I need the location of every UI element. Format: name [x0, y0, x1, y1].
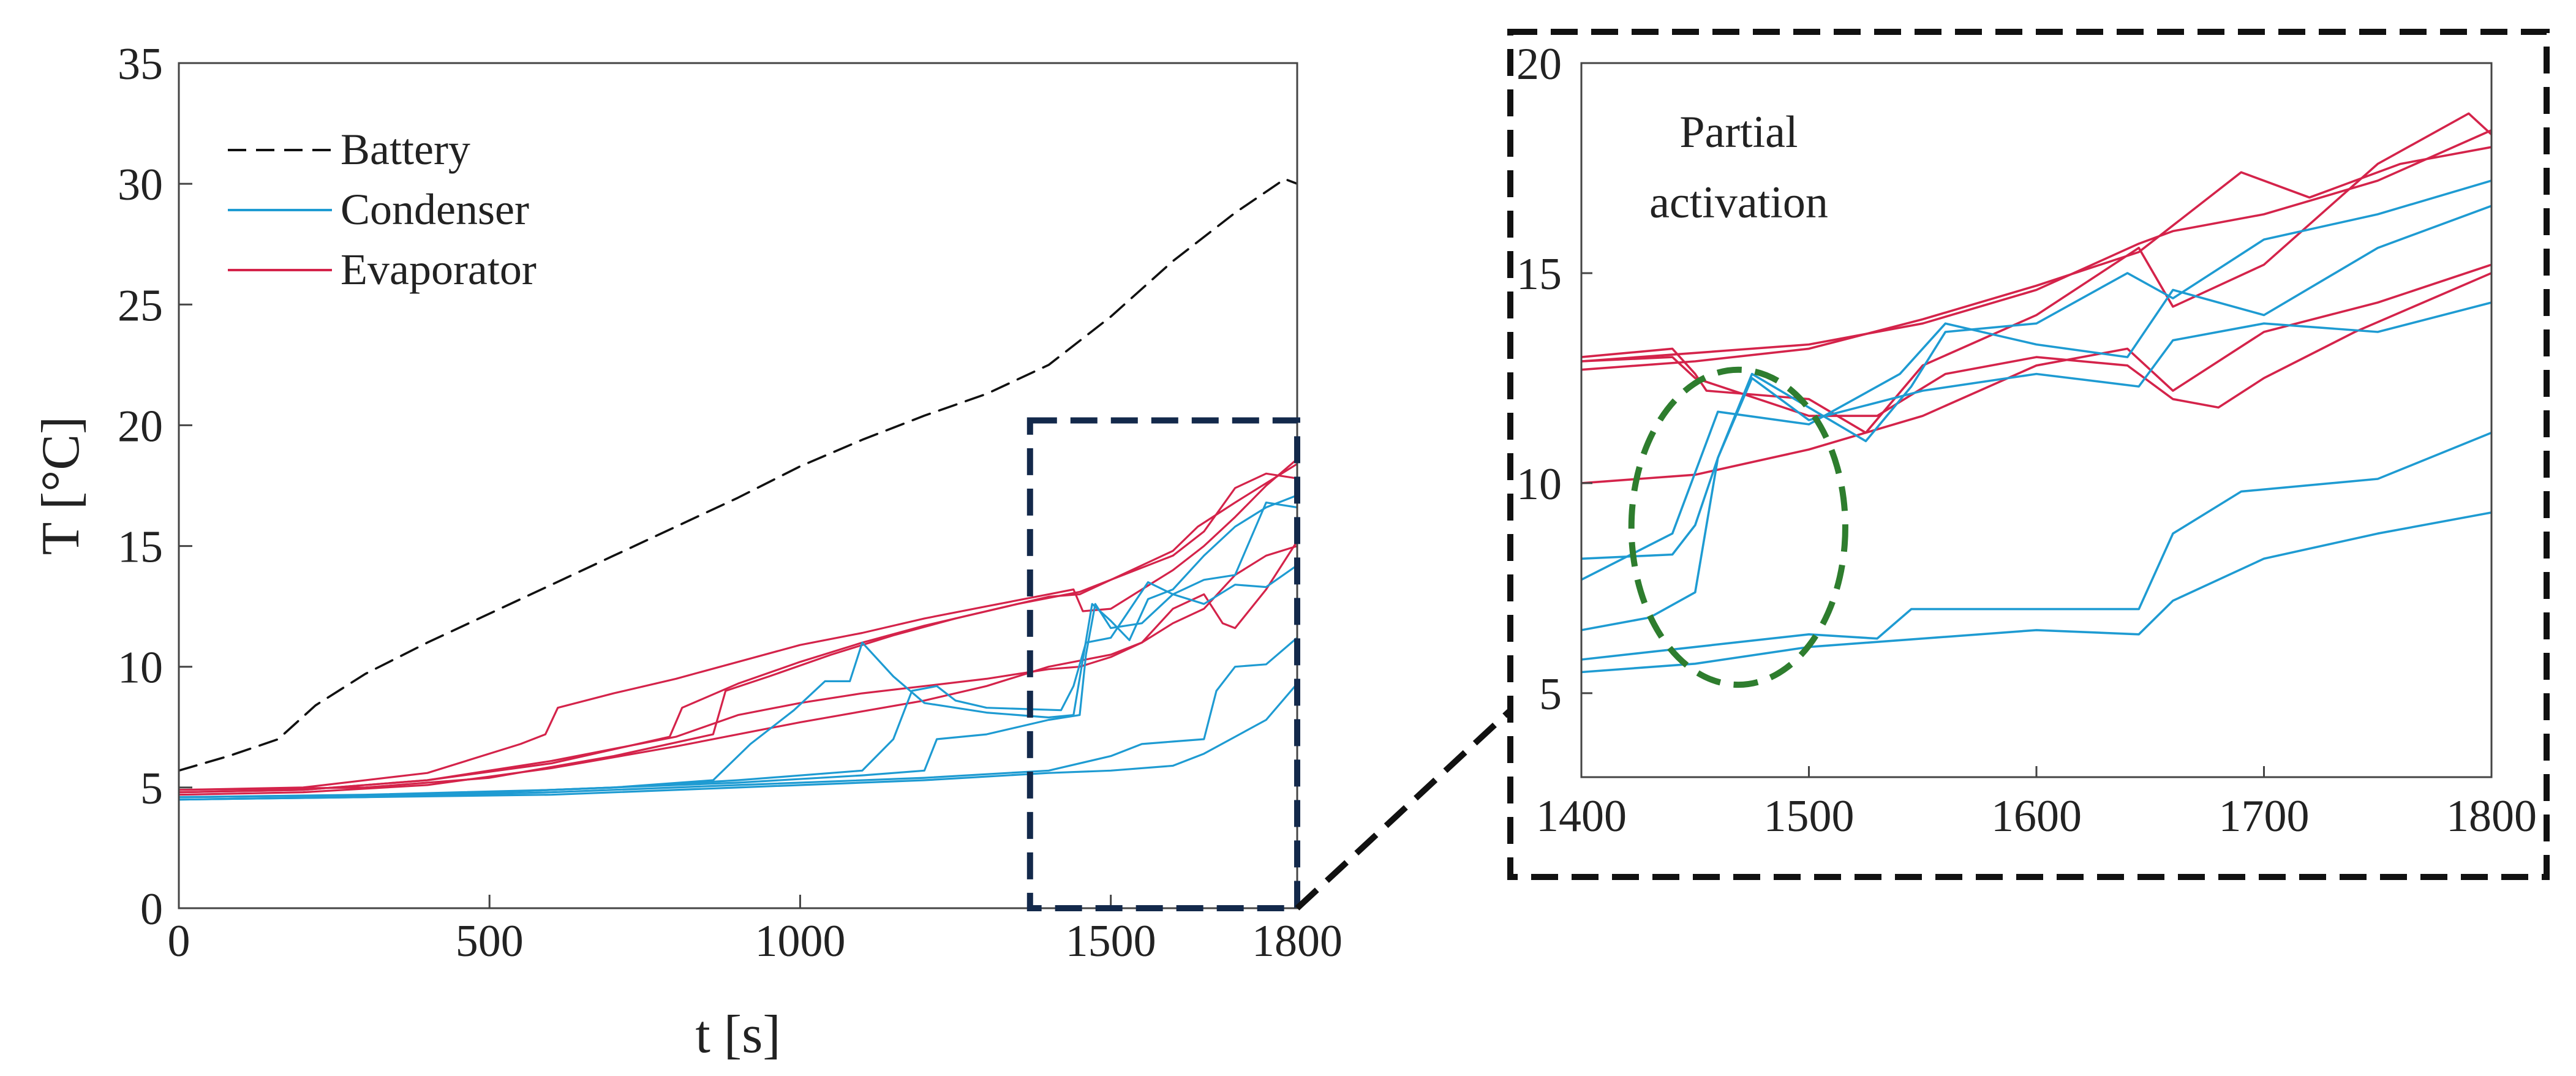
main-x-tick-label: 1800: [1252, 916, 1343, 966]
legend-label-evaporator: Evaporator: [341, 245, 537, 294]
main-chart: 0 500 1000 1500 1800 0 5 10 15 20 25 30 35 t [s] T […: [31, 39, 1343, 1064]
zoom-y-tick-label: 10: [1516, 459, 1562, 510]
zoom-y-tick-label: 20: [1516, 39, 1562, 89]
main-series-battery: [179, 178, 1297, 772]
main-y-tick-label: 10: [118, 643, 163, 693]
main-x-axis-label: t [s]: [695, 1005, 780, 1064]
annotation-partial: Partial: [1679, 107, 1798, 157]
legend-label-battery: Battery: [341, 125, 470, 174]
main-series-evaporator-3: [179, 472, 1297, 791]
zoom-y-tick-label: 15: [1516, 249, 1562, 299]
main-series-condenser-1: [179, 494, 1297, 799]
zoom-panel-border: [1507, 29, 2550, 880]
highlight-region-box: [1026, 417, 1301, 911]
main-series-evaporator-4: [179, 544, 1297, 796]
main-series-condenser-4: [179, 682, 1297, 801]
legend-label-condenser: Condenser: [341, 185, 529, 234]
zoom-series-condenser-2: [1581, 205, 2491, 581]
main-y-tick-label: 30: [118, 160, 163, 210]
main-x-tick-label: 500: [456, 916, 524, 966]
zoom-series-condenser-4: [1581, 511, 2491, 674]
zoom-axes-frame: [1580, 62, 2493, 778]
zoom-series-evaporator-1: [1581, 112, 2491, 434]
zoom-x-tick-label: 1500: [1764, 791, 1855, 841]
zoom-series-group: [1581, 112, 2491, 674]
main-ticks: 0 500 1000 1500 1800 0 5 10 15 20 25 30 35: [118, 39, 1343, 966]
zoom-series-condenser-1: [1581, 179, 2491, 560]
zoom-chart: 1400 1500 1600 1700 1800 5 10 15 20 Partial acti…: [1507, 29, 2550, 880]
main-x-tick-label: 1000: [755, 916, 845, 966]
zoom-series-condenser-3: [1581, 301, 2491, 631]
zoom-y-tick-label: 5: [1539, 669, 1562, 720]
zoom-series-condenser-5: [1581, 431, 2491, 661]
zoom-series-evaporator-4: [1581, 263, 2491, 484]
zoom-connector-line: [1295, 708, 1513, 911]
zoom-series-evaporator-3: [1581, 146, 2491, 371]
zoom-series-evaporator-5: [1581, 272, 2491, 417]
zoom-ticks: 1400 1500 1600 1700 1800 5 10 15 20: [1516, 39, 2537, 841]
main-series-evaporator-5: [179, 540, 1297, 794]
main-series-evaporator-1: [179, 457, 1297, 791]
zoom-x-tick-label: 1600: [1991, 791, 2082, 841]
main-series-condenser-2: [179, 501, 1297, 799]
main-x-tick-label: 0: [168, 916, 190, 966]
main-x-tick-label: 1500: [1066, 916, 1156, 966]
zoom-x-tick-label: 1800: [2446, 791, 2537, 841]
zoom-x-tick-label: 1700: [2219, 791, 2310, 841]
legend: Battery Condenser Evaporator: [228, 125, 537, 294]
main-y-tick-label: 5: [140, 764, 163, 814]
main-y-axis-label: T [°C]: [31, 416, 91, 555]
main-series-condenser-5: [179, 636, 1297, 801]
main-series-group: [179, 178, 1297, 801]
annotation-activation: activation: [1649, 178, 1828, 228]
zoom-series-evaporator-2: [1581, 129, 2491, 363]
main-y-tick-label: 25: [118, 280, 163, 331]
partial-activation-ellipse: [1628, 366, 1848, 688]
main-series-condenser-3: [179, 564, 1297, 799]
main-y-tick-label: 15: [118, 522, 163, 573]
main-y-tick-label: 20: [118, 401, 163, 451]
main-series-evaporator-2: [179, 462, 1297, 794]
main-y-tick-label: 35: [118, 39, 163, 89]
main-y-tick-label: 0: [140, 884, 163, 935]
zoom-x-tick-label: 1400: [1536, 791, 1627, 841]
